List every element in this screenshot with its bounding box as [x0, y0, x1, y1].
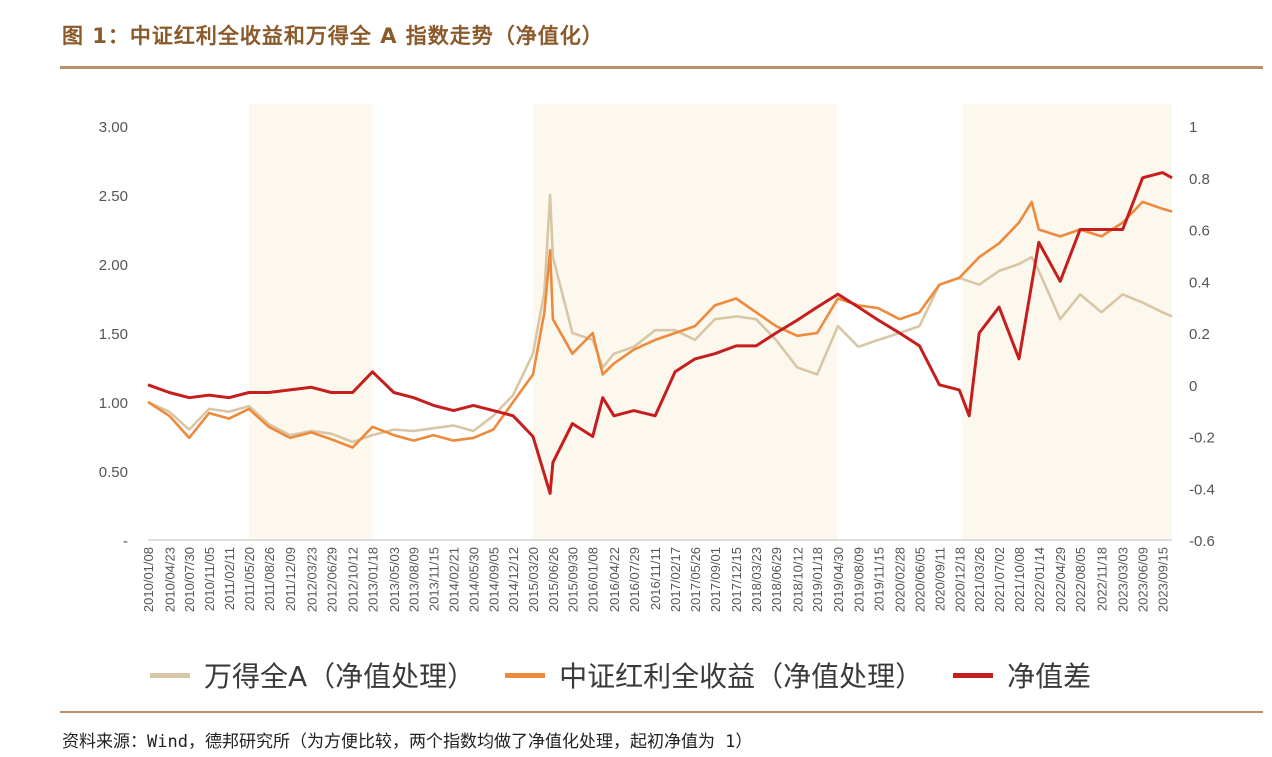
dividend-total-return-line: [147, 200, 1173, 449]
x-tick-label: 2023/06/09: [1136, 547, 1151, 612]
left-tick-label: 2.50: [99, 188, 128, 205]
right-tick-label: 0.2: [1189, 326, 1210, 343]
x-tick-label: 2013/05/03: [387, 547, 402, 612]
x-tick-label: 2012/10/12: [346, 547, 361, 612]
x-tick-label: 2021/10/08: [1012, 547, 1027, 612]
right-axis-ticks: -0.6 -0.4 -0.2 0 0.2 0.4 0.6 0.8 1: [1189, 119, 1215, 550]
x-tick-label: 2016/01/08: [586, 547, 601, 612]
x-tick-label: 2018/10/12: [790, 547, 805, 612]
x-tick-label: 2019/01/18: [810, 547, 825, 612]
legend-label-spread: 净值差: [1007, 660, 1092, 693]
x-tick-label: 2019/08/09: [851, 547, 866, 612]
x-tick-label: 2016/11/11: [648, 547, 663, 610]
x-tick-label: 2021/07/02: [992, 547, 1007, 612]
series-lines: [147, 171, 1173, 495]
x-tick-label: 2015/09/30: [565, 547, 580, 612]
x-tick-label: 2010/01/08: [141, 547, 156, 612]
x-tick-label: 2013/08/09: [407, 547, 422, 612]
wind-a-line: [147, 193, 1173, 444]
x-tick-label: 2011/12/09: [283, 547, 298, 611]
x-tick-label: 2016/07/29: [627, 547, 642, 612]
shaded-region-2: [962, 104, 1172, 540]
x-tick-label: 2019/11/15: [871, 547, 886, 611]
left-tick-label: 2.00: [99, 257, 128, 274]
bottom-rule: [60, 711, 1263, 713]
x-tick-label: 2014/09/05: [486, 547, 501, 612]
left-tick-label: -: [123, 533, 128, 550]
right-tick-label: 0.8: [1189, 171, 1210, 188]
legend-swatch-spread: [953, 672, 994, 678]
shaded-regions: [248, 104, 1172, 540]
net-value-spread-line: [147, 171, 1173, 495]
left-tick-label: 0.50: [99, 464, 128, 481]
x-tick-label: 2014/05/30: [466, 547, 481, 612]
legend-item-dividend: 中证红利全收益（净值处理）: [505, 655, 923, 695]
x-tick-label: 2013/01/18: [365, 547, 380, 612]
legend-label-wind-a: 万得全A（净值处理）: [204, 660, 476, 693]
x-tick-label: 2010/11/05: [202, 547, 217, 611]
x-tick-label: 2020/06/05: [913, 547, 928, 612]
x-tick-label: 2017/09/01: [708, 547, 723, 612]
shaded-region-1: [533, 104, 838, 540]
x-tick-label: 2022/01/14: [1032, 547, 1047, 612]
x-tick-label: 2021/03/26: [972, 547, 987, 612]
x-tick-label: 2018/06/29: [769, 547, 784, 612]
x-tick-label: 2011/05/20: [242, 547, 257, 611]
x-tick-label: 2020/12/18: [952, 547, 967, 612]
x-tick-label: 2023/09/15: [1155, 547, 1170, 612]
x-tick-label: 2019/04/30: [831, 547, 846, 612]
x-tick-label: 2013/11/15: [427, 547, 442, 611]
x-tick-label: 2014/12/12: [506, 547, 521, 612]
top-rule: [60, 66, 1263, 69]
x-tick-label: 2017/02/17: [668, 547, 683, 612]
legend: 万得全A（净值处理） 中证红利全收益（净值处理） 净值差: [150, 655, 1121, 695]
x-tick-label: 2020/02/28: [893, 547, 908, 612]
x-tick-label: 2023/03/03: [1116, 547, 1131, 612]
right-tick-label: 0.6: [1189, 223, 1210, 240]
x-tick-label: 2011/08/26: [262, 547, 277, 611]
x-tick-label: 2012/03/23: [304, 547, 319, 612]
x-tick-label: 2015/03/20: [526, 547, 541, 612]
shaded-region-0: [248, 104, 373, 540]
right-tick-label: -0.4: [1189, 481, 1215, 498]
x-tick-label: 2016/04/22: [607, 547, 622, 612]
legend-item-spread: 净值差: [953, 655, 1091, 695]
left-tick-label: 1.50: [99, 326, 128, 343]
legend-swatch-wind-a: [150, 672, 190, 678]
legend-swatch-dividend: [505, 672, 546, 678]
right-tick-label: 1: [1189, 119, 1197, 136]
figure-title: 图 1：中证红利全收益和万得全 A 指数走势（净值化）: [62, 24, 604, 48]
x-tick-label: 2011/02/11: [222, 547, 237, 610]
x-axis-ticks: 2010/01/08 2010/04/23 2010/07/30 2010/11/05…: [141, 547, 1170, 612]
x-tick-label: 2022/11/18: [1094, 547, 1109, 611]
left-axis-ticks: - 0.50 1.00 1.50 2.00 2.50 3.00: [99, 119, 128, 550]
x-tick-label: 2017/12/15: [729, 547, 744, 612]
left-tick-label: 3.00: [99, 119, 128, 136]
left-tick-label: 1.00: [99, 395, 128, 412]
legend-label-dividend: 中证红利全收益（净值处理）: [559, 660, 924, 693]
right-tick-label: 0: [1189, 378, 1197, 395]
x-tick-label: 2014/02/21: [446, 547, 461, 612]
x-tick-label: 2018/03/23: [749, 547, 764, 612]
x-tick-label: 2010/04/23: [162, 547, 177, 612]
x-tick-label: 2012/06/29: [324, 547, 339, 612]
legend-item-wind-a: 万得全A（净值处理）: [150, 655, 475, 695]
x-tick-label: 2017/05/26: [688, 547, 703, 612]
right-tick-label: -0.2: [1189, 430, 1215, 447]
right-tick-label: -0.6: [1189, 533, 1215, 550]
x-tick-label: 2022/04/29: [1053, 547, 1068, 612]
x-tick-label: 2010/07/30: [182, 547, 197, 612]
x-tick-label: 2022/08/05: [1073, 547, 1088, 612]
source-note: 资料来源：Wind，德邦研究所（为方便比较，两个指数均做了净值化处理，起初净值为…: [62, 732, 753, 752]
x-tick-label: 2015/06/26: [546, 547, 561, 612]
x-tick-label: 2020/09/11: [932, 547, 947, 611]
right-tick-label: 0.4: [1189, 274, 1210, 291]
